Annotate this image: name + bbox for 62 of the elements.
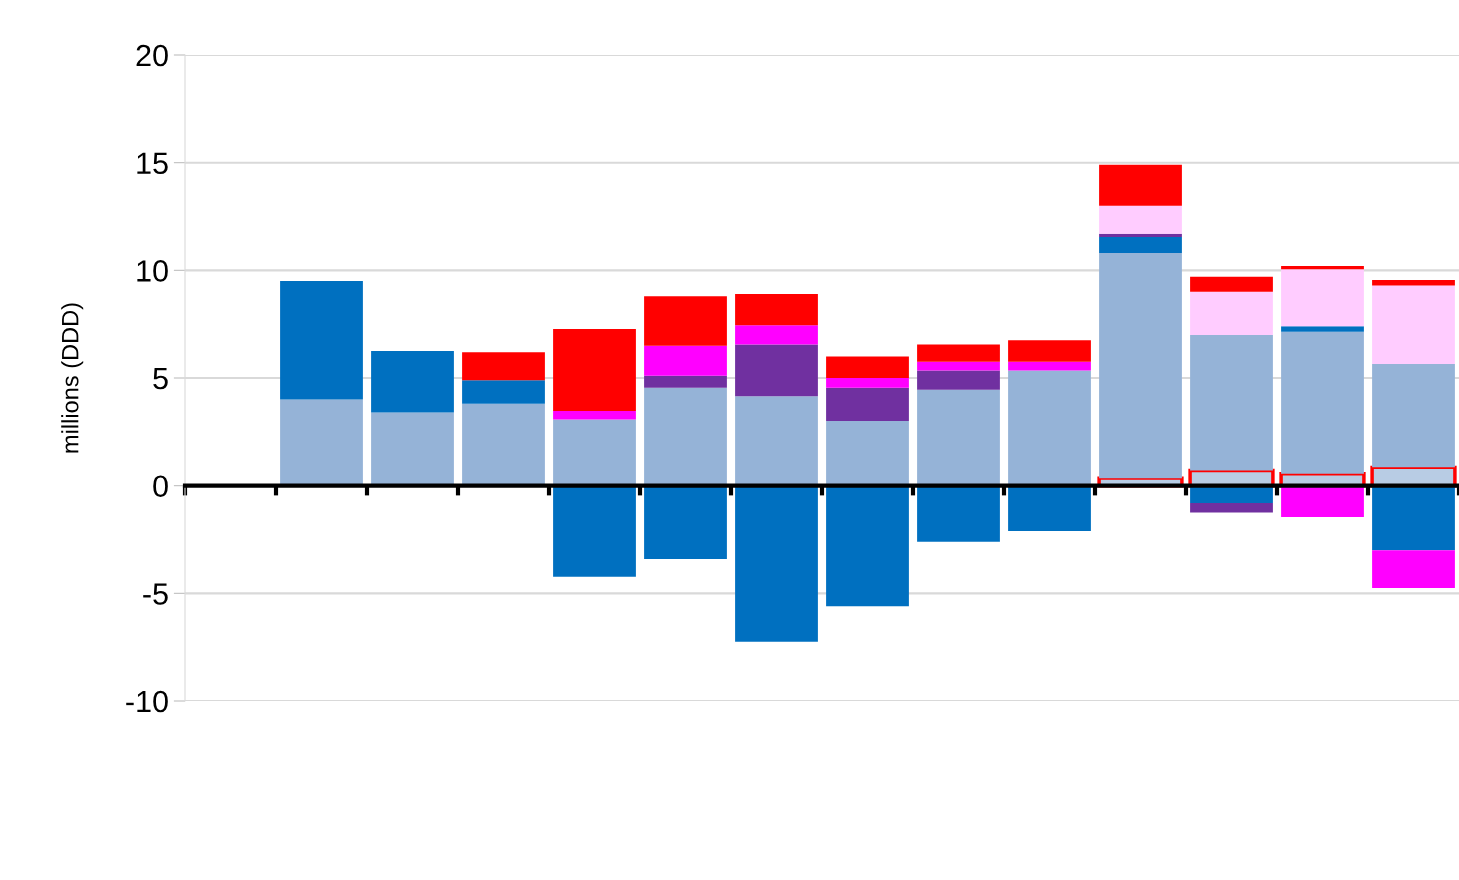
- bar: [462, 403, 545, 486]
- bar: [917, 344, 1000, 362]
- y-tick-label: 5: [153, 368, 168, 390]
- bar: [826, 421, 909, 486]
- bar: [1281, 269, 1364, 327]
- bar: [1008, 361, 1091, 371]
- bar: [1372, 364, 1455, 468]
- bar: [462, 352, 545, 381]
- bar: [1190, 334, 1273, 471]
- y-axis-title: millions (DDD): [61, 303, 84, 453]
- y-tick-label: 0: [153, 475, 168, 498]
- bar: [644, 485, 727, 559]
- bar: [553, 419, 636, 486]
- bar: [1281, 331, 1364, 474]
- y-tick-label: 20: [136, 44, 168, 67]
- bar: [1281, 266, 1364, 270]
- bar: [553, 410, 636, 420]
- bar: [1190, 276, 1273, 292]
- bar: [1372, 280, 1455, 286]
- y-tick-label: -5: [143, 583, 168, 605]
- bar: [462, 380, 545, 404]
- bar: [1190, 502, 1273, 513]
- bar: [826, 356, 909, 378]
- bar: [826, 378, 909, 388]
- bar: [1281, 485, 1364, 517]
- bar: [1099, 233, 1182, 237]
- bar: [1281, 326, 1364, 332]
- y-tick-label: 10: [137, 260, 168, 282]
- bar: [1008, 370, 1091, 486]
- bar: [553, 329, 636, 411]
- bar: [1372, 485, 1455, 551]
- bar: [735, 325, 818, 345]
- bar: [1008, 485, 1091, 531]
- bar: [826, 485, 909, 607]
- bar: [917, 370, 1000, 390]
- bar: [1372, 550, 1455, 588]
- bar: [917, 485, 1000, 542]
- bar: [1008, 340, 1091, 362]
- y-tick-label: 15: [137, 152, 168, 175]
- bar: [644, 296, 727, 346]
- bar: [1099, 253, 1182, 479]
- bar: [1099, 164, 1182, 206]
- bar: [1099, 236, 1182, 254]
- bar: [735, 294, 818, 326]
- bar: [735, 344, 818, 397]
- bar: [917, 389, 1000, 486]
- bar: [371, 412, 454, 486]
- bar: [826, 387, 909, 422]
- bar: [371, 351, 454, 413]
- bar: [1372, 285, 1455, 364]
- bar: [1190, 291, 1273, 335]
- y-tick-label: -10: [126, 690, 168, 713]
- bar: [1099, 205, 1182, 234]
- bar: [280, 399, 363, 486]
- bar: [644, 345, 727, 376]
- bar: [553, 485, 636, 577]
- bar: [644, 387, 727, 486]
- bar: [735, 396, 818, 486]
- bar: [917, 361, 1000, 371]
- bar: [735, 485, 818, 642]
- bar: [644, 375, 727, 388]
- bar: [280, 281, 363, 400]
